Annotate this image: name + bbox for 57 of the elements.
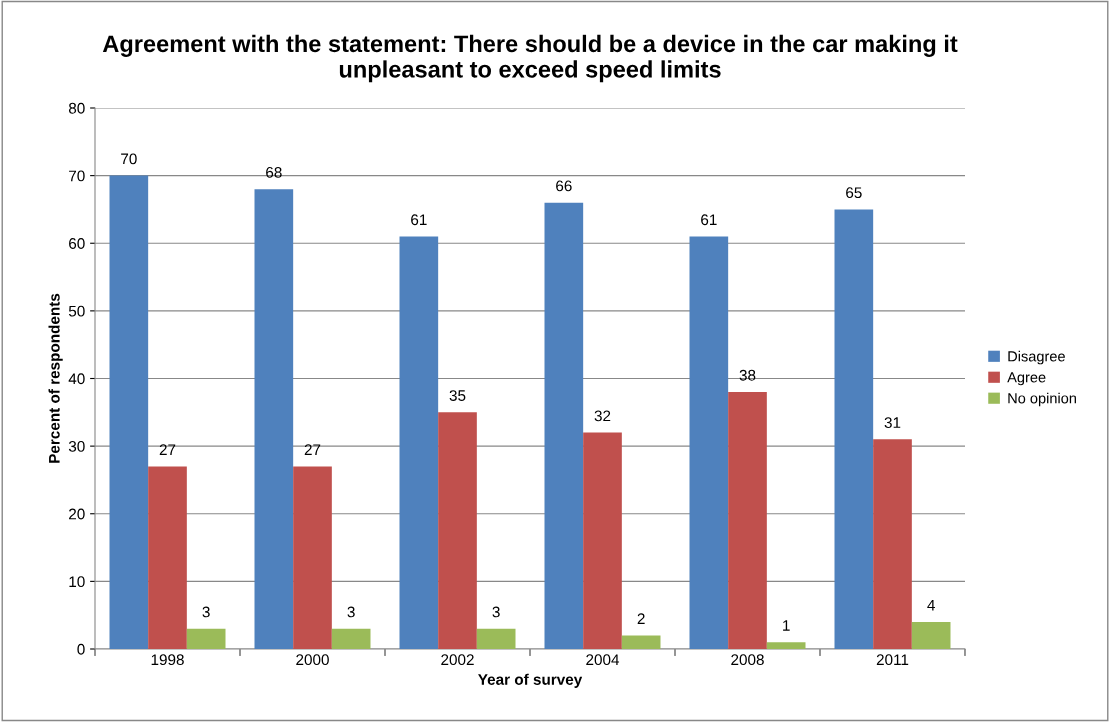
x-tick-label: 2011 xyxy=(876,654,909,666)
bar xyxy=(109,175,149,649)
data-label: 66 xyxy=(556,180,572,192)
bar xyxy=(399,236,439,649)
bar xyxy=(873,439,912,649)
legend-label: Agree xyxy=(1007,372,1046,386)
data-label: 3 xyxy=(492,606,500,618)
x-tick-label: 2000 xyxy=(296,654,329,666)
bar xyxy=(911,621,951,649)
y-tick-label: 30 xyxy=(68,440,85,452)
y-tick-label: 10 xyxy=(69,576,85,588)
bar xyxy=(766,642,806,649)
y-tick-label: 40 xyxy=(68,373,85,385)
bar xyxy=(254,189,294,649)
bar xyxy=(331,628,371,649)
data-label: 27 xyxy=(159,444,176,455)
bar xyxy=(186,628,226,649)
data-label: 61 xyxy=(701,214,717,226)
data-label: 38 xyxy=(739,369,756,381)
x-tick-label: 2008 xyxy=(731,654,764,666)
bar xyxy=(476,628,516,649)
y-tick-label: 50 xyxy=(68,305,85,317)
data-label: 27 xyxy=(304,444,321,455)
bar xyxy=(689,236,729,649)
legend-label: Disagree xyxy=(1008,350,1065,365)
data-label: 3 xyxy=(347,606,355,618)
bar xyxy=(438,412,477,649)
y-tick-label: 60 xyxy=(69,238,85,249)
x-tick-label: 1998 xyxy=(151,654,184,666)
x-axis-title: Year of survey xyxy=(478,673,583,688)
chart-title: Agreement with the statement: There should be a device in the car making it unpleasant to exceed speed limits xyxy=(102,34,958,83)
bar xyxy=(544,202,584,649)
y-tick-label: 0 xyxy=(77,643,85,655)
y-tick-label: 80 xyxy=(68,102,85,114)
y-tick-label: 70 xyxy=(69,170,85,182)
x-tick-label: 2002 xyxy=(441,654,474,666)
bar xyxy=(621,635,661,649)
y-axis-title: Percent of respondents xyxy=(48,293,63,463)
bar xyxy=(728,392,767,649)
bar xyxy=(583,432,622,649)
x-tick-label: 2004 xyxy=(586,654,620,666)
legend-label: No opinion xyxy=(1008,392,1076,407)
bar xyxy=(148,466,187,649)
data-label: 2 xyxy=(637,613,645,624)
data-label: 4 xyxy=(927,599,935,611)
data-label: 31 xyxy=(884,417,901,429)
data-label: 70 xyxy=(121,153,137,165)
data-label: 3 xyxy=(202,606,210,618)
y-tick-label: 20 xyxy=(69,508,85,520)
data-label: 32 xyxy=(594,410,611,422)
data-label: 65 xyxy=(846,187,862,199)
data-label: 35 xyxy=(449,390,466,401)
data-label: 1 xyxy=(783,620,790,631)
data-label: 68 xyxy=(266,166,282,178)
bar xyxy=(293,466,332,649)
data-label: 61 xyxy=(411,214,427,226)
bar xyxy=(834,209,874,649)
